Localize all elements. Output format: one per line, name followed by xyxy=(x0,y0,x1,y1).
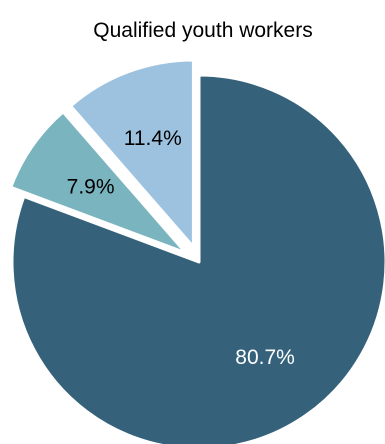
pie-slice-0 xyxy=(10,73,385,444)
chart-title: Qualified youth workers xyxy=(93,19,312,42)
pie-slice-label-0: 80.7% xyxy=(235,346,295,369)
pie-slices xyxy=(9,58,385,444)
pie-slice-label-2: 11.4% xyxy=(124,127,182,150)
pie-labels: 80.7% 7.9% 11.4% xyxy=(67,127,295,369)
pie-slice-label-1: 7.9% xyxy=(67,175,115,198)
pie-slice-2 xyxy=(69,58,195,249)
pie-slice-1 xyxy=(9,110,188,255)
